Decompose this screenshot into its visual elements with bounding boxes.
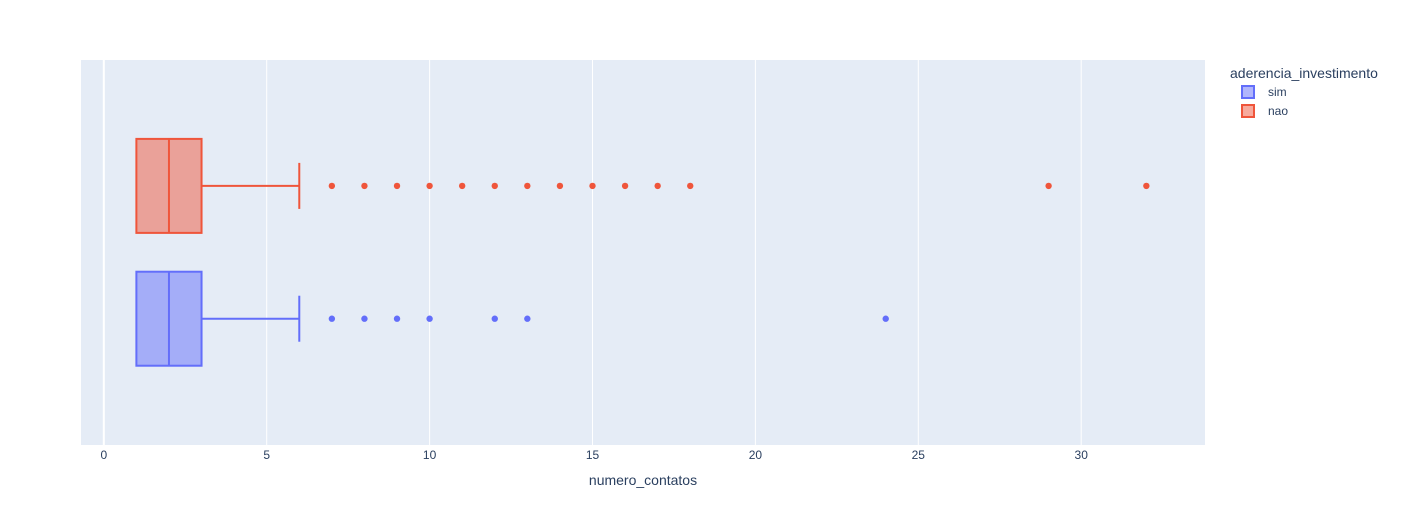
outlier-point-nao-8[interactable]	[361, 182, 368, 190]
outlier-point-sim-7[interactable]	[328, 315, 336, 322]
gridlines	[102, 60, 1082, 445]
legend-swatch-nao	[1241, 104, 1255, 118]
legend-item-nao[interactable]: nao	[1241, 104, 1288, 118]
legend-label-sim: sim	[1268, 85, 1287, 99]
legend-item-sim[interactable]: sim	[1241, 85, 1287, 99]
outlier-point-nao-16[interactable]	[621, 182, 629, 190]
x-axis-ticks: 0 5 10 15 20 25 30	[100, 448, 1088, 462]
outlier-point-sim-8[interactable]	[361, 315, 368, 322]
outlier-point-sim-10[interactable]	[426, 315, 433, 322]
outlier-point-nao-7[interactable]	[328, 182, 336, 190]
legend-label-nao: nao	[1268, 104, 1288, 118]
legend-swatch-sim	[1241, 85, 1255, 99]
outlier-point-sim-13[interactable]	[524, 315, 531, 322]
x-tick-label-15: 15	[586, 448, 600, 462]
outlier-point-nao-17[interactable]	[654, 182, 661, 190]
outlier-point-sim-12[interactable]	[491, 315, 498, 322]
boxes	[135, 137, 1150, 367]
outlier-point-nao-29[interactable]	[1045, 182, 1052, 190]
x-tick-label-5: 5	[263, 448, 270, 462]
legend-title: aderencia_investimento	[1230, 65, 1378, 81]
x-tick-label-20: 20	[749, 448, 763, 462]
box-trace-sim[interactable]	[135, 270, 889, 367]
x-axis-title: numero_contatos	[589, 472, 697, 488]
x-tick-label-30: 30	[1075, 448, 1089, 462]
outlier-point-nao-10[interactable]	[426, 182, 433, 190]
outlier-point-nao-9[interactable]	[393, 182, 401, 190]
plot-background	[81, 60, 1205, 445]
outlier-point-nao-32[interactable]	[1143, 182, 1150, 190]
x-tick-label-10: 10	[423, 448, 437, 462]
outlier-point-sim-24[interactable]	[882, 315, 889, 322]
x-tick-label-0: 0	[100, 448, 107, 462]
legend[interactable]: aderencia_investimento sim nao	[1230, 65, 1378, 118]
outlier-point-nao-12[interactable]	[491, 182, 498, 190]
box-trace-nao[interactable]	[135, 137, 1150, 234]
outlier-point-nao-14[interactable]	[556, 182, 564, 190]
outlier-point-nao-11[interactable]	[458, 182, 466, 190]
outlier-point-sim-9[interactable]	[393, 315, 401, 322]
outlier-point-nao-15[interactable]	[589, 182, 596, 190]
outlier-point-nao-18[interactable]	[687, 182, 694, 190]
x-tick-label-25: 25	[912, 448, 926, 462]
outlier-point-nao-13[interactable]	[524, 182, 531, 190]
